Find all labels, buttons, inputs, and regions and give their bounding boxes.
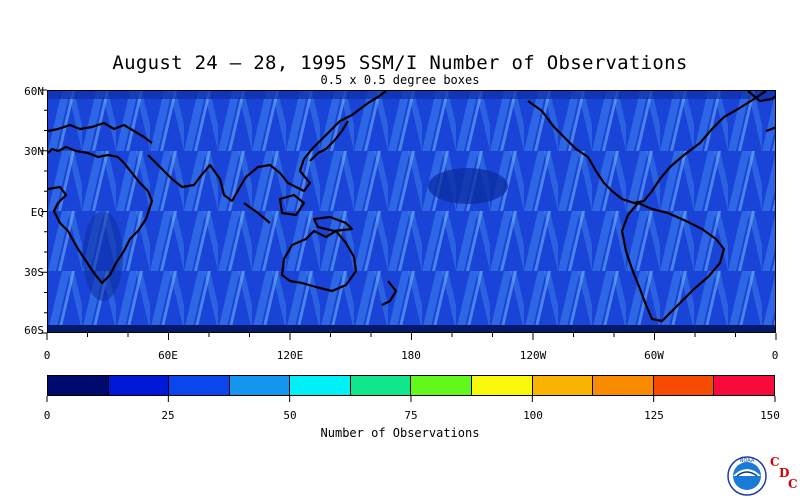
coast-borneo (278, 193, 306, 217)
lon-label-0: 0 (43, 349, 51, 362)
lat-label-60n: 60N (24, 85, 44, 98)
cb-tick-75: 75 (404, 409, 418, 422)
colorbar-segment-2 (169, 376, 230, 395)
map-subtitle: 0.5 x 0.5 degree boxes (320, 73, 480, 87)
cdc-letter-c2: C (788, 477, 798, 491)
polar-band-south (48, 325, 775, 332)
lat-label-eq: EQ (30, 206, 44, 219)
coast-europe-east (765, 126, 775, 133)
noaa-logo: NOAA (727, 456, 767, 496)
cdc-letter-d: D (779, 466, 790, 480)
colorbar-segment-1 (108, 376, 170, 395)
lat-label-30n: 30N (24, 145, 44, 158)
coast-south-america (620, 201, 726, 323)
coast-korea-japan (309, 120, 349, 162)
dark-region-africa (83, 211, 123, 301)
coast-newguinea (312, 215, 354, 233)
polar-band-north (48, 91, 775, 99)
observation-map (47, 90, 776, 333)
lat-label-30s: 30S (24, 266, 44, 279)
coastlines (48, 91, 775, 323)
cb-tick-125: 125 (644, 409, 664, 422)
coast-sumatra (243, 202, 271, 224)
colorbar-segment-5 (350, 376, 412, 395)
colorbar-segment-11 (714, 376, 774, 395)
map-title: August 24 – 28, 1995 SSM/I Number of Obs… (112, 52, 688, 74)
coast-arabia (147, 91, 387, 203)
cb-tick-150: 150 (760, 409, 780, 422)
colorbar-segment-6 (411, 376, 473, 395)
noaa-logo-text: NOAA (740, 458, 755, 464)
coast-north-america (527, 91, 767, 205)
colorbar-segment-10 (653, 376, 715, 395)
colorbar-segment-7 (472, 376, 533, 395)
dark-region-pacific (428, 168, 508, 204)
coast-newzealand (381, 280, 398, 306)
colorbar-segment-0 (48, 376, 109, 395)
lon-label-0-end: 0 (771, 349, 779, 362)
colorbar-segment-8 (532, 376, 594, 395)
cdc-letter-c1: C (770, 455, 780, 469)
coast-australia (280, 229, 358, 293)
coast-africa (48, 145, 154, 285)
cb-tick-50: 50 (283, 409, 297, 422)
cb-tick-0: 0 (43, 409, 51, 422)
coast-greenland (747, 91, 775, 103)
colorbar-title: Number of Observations (320, 426, 480, 440)
coast-europe (48, 121, 153, 144)
lon-label-180: 180 (401, 349, 421, 362)
colorbar-segment-4 (290, 376, 351, 395)
colorbar (47, 375, 775, 396)
cb-tick-100: 100 (523, 409, 543, 422)
cb-tick-25: 25 (161, 409, 175, 422)
lat-label-60s: 60S (24, 324, 44, 337)
lon-label-60w: 60W (644, 349, 664, 362)
map-swath-texture (48, 91, 775, 332)
lon-label-120e: 120E (276, 349, 304, 362)
colorbar-segment-3 (229, 376, 291, 395)
colorbar-segment-9 (593, 376, 654, 395)
lon-label-120w: 120W (519, 349, 547, 362)
lon-label-60e: 60E (158, 349, 178, 362)
